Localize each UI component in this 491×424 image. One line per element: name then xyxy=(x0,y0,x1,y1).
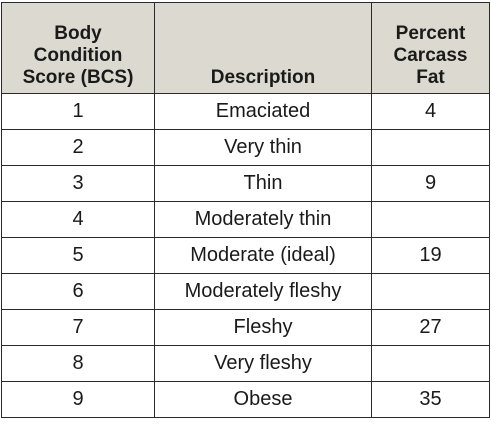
score-cell: 4 xyxy=(1,201,155,238)
header-score-line-3: Score (BCS) xyxy=(22,67,134,88)
description-cell: Thin xyxy=(154,165,372,202)
score-cell: 8 xyxy=(1,345,155,382)
header-row: Body Condition Score (BCS) Description P… xyxy=(1,2,490,94)
fat-cell: 35 xyxy=(371,381,490,418)
score-cell: 2 xyxy=(1,129,155,166)
fat-cell: 19 xyxy=(371,237,490,274)
score-cell: 5 xyxy=(1,237,155,274)
table-row: 6 Moderately fleshy xyxy=(1,273,490,310)
table-row: 2 Very thin xyxy=(1,129,490,166)
score-cell: 7 xyxy=(1,309,155,346)
score-cell: 3 xyxy=(1,165,155,202)
header-fat-line-1: Percent xyxy=(395,23,466,44)
table-row: 1 Emaciated 4 xyxy=(1,93,490,130)
fat-cell xyxy=(371,129,490,166)
table-row: 4 Moderately thin xyxy=(1,201,490,238)
header-fat: Percent Carcass Fat xyxy=(371,2,490,94)
header-score: Body Condition Score (BCS) xyxy=(1,2,155,94)
header-score-line-1: Body xyxy=(54,23,102,44)
header-fat-line-2: Carcass xyxy=(393,45,468,66)
header-description: Description xyxy=(154,2,372,94)
description-cell: Very fleshy xyxy=(154,345,372,382)
description-cell: Moderately fleshy xyxy=(154,273,372,310)
description-cell: Moderately thin xyxy=(154,201,372,238)
header-description-label: Description xyxy=(210,67,316,88)
description-cell: Fleshy xyxy=(154,309,372,346)
bcs-table-container: Body Condition Score (BCS) Description P… xyxy=(1,2,490,418)
header-fat-line-3: Fat xyxy=(416,67,445,88)
score-cell: 9 xyxy=(1,381,155,418)
header-score-line-2: Condition xyxy=(33,45,123,66)
fat-cell xyxy=(371,273,490,310)
score-cell: 1 xyxy=(1,93,155,130)
fat-cell: 4 xyxy=(371,93,490,130)
table-row: 9 Obese 35 xyxy=(1,381,490,418)
description-cell: Moderate (ideal) xyxy=(154,237,372,274)
description-cell: Very thin xyxy=(154,129,372,166)
fat-cell: 9 xyxy=(371,165,490,202)
fat-cell: 27 xyxy=(371,309,490,346)
description-cell: Emaciated xyxy=(154,93,372,130)
fat-cell xyxy=(371,345,490,382)
table-row: 5 Moderate (ideal) 19 xyxy=(1,237,490,274)
table-row: 3 Thin 9 xyxy=(1,165,490,202)
table-row: 8 Very fleshy xyxy=(1,345,490,382)
table-row: 7 Fleshy 27 xyxy=(1,309,490,346)
fat-cell xyxy=(371,201,490,238)
bcs-table: Body Condition Score (BCS) Description P… xyxy=(1,2,490,418)
score-cell: 6 xyxy=(1,273,155,310)
description-cell: Obese xyxy=(154,381,372,418)
